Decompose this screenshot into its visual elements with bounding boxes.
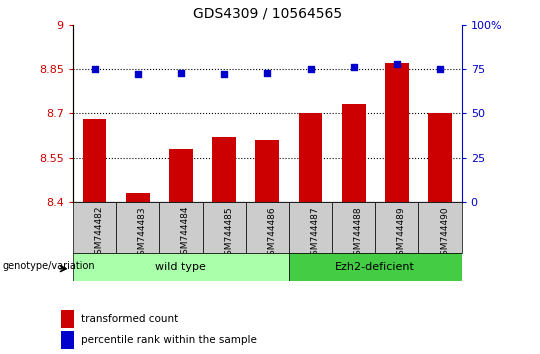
Point	[393, 61, 401, 67]
Text: GSM744490: GSM744490	[440, 206, 449, 261]
Text: wild type: wild type	[156, 262, 206, 272]
Text: GSM744486: GSM744486	[267, 206, 276, 261]
Bar	[62, 310, 74, 328]
Bar	[73, 253, 289, 281]
Bar	[246, 202, 289, 253]
Bar	[332, 202, 375, 253]
Bar	[289, 202, 332, 253]
Text: GSM744484: GSM744484	[181, 206, 190, 261]
Text: genotype/variation: genotype/variation	[3, 261, 96, 271]
Bar	[255, 140, 279, 202]
Bar	[126, 193, 150, 202]
Title: GDS4309 / 10564565: GDS4309 / 10564565	[193, 7, 342, 21]
Text: Ezh2-deficient: Ezh2-deficient	[335, 262, 415, 272]
Bar	[375, 202, 418, 253]
Text: GSM744485: GSM744485	[224, 206, 233, 261]
Point	[133, 72, 142, 77]
Point	[263, 70, 272, 75]
Bar	[385, 63, 409, 202]
Bar	[62, 331, 74, 349]
Bar	[202, 202, 246, 253]
Bar	[299, 113, 322, 202]
Bar	[428, 113, 452, 202]
Bar	[342, 104, 366, 202]
Bar	[83, 119, 106, 202]
Point	[306, 66, 315, 72]
Bar	[116, 202, 159, 253]
Bar	[212, 137, 236, 202]
Bar	[169, 149, 193, 202]
Text: GSM744488: GSM744488	[354, 206, 363, 261]
Bar	[73, 202, 116, 253]
Text: GSM744483: GSM744483	[138, 206, 147, 261]
Point	[220, 72, 228, 77]
Point	[90, 66, 99, 72]
Text: percentile rank within the sample: percentile rank within the sample	[81, 335, 257, 345]
Bar	[159, 202, 202, 253]
Text: transformed count: transformed count	[81, 314, 178, 324]
Point	[436, 66, 444, 72]
Text: GSM744482: GSM744482	[94, 206, 104, 261]
Point	[177, 70, 185, 75]
Point	[349, 64, 358, 70]
Bar	[418, 202, 462, 253]
Text: GSM744489: GSM744489	[397, 206, 406, 261]
Text: GSM744487: GSM744487	[310, 206, 320, 261]
Bar	[289, 253, 462, 281]
